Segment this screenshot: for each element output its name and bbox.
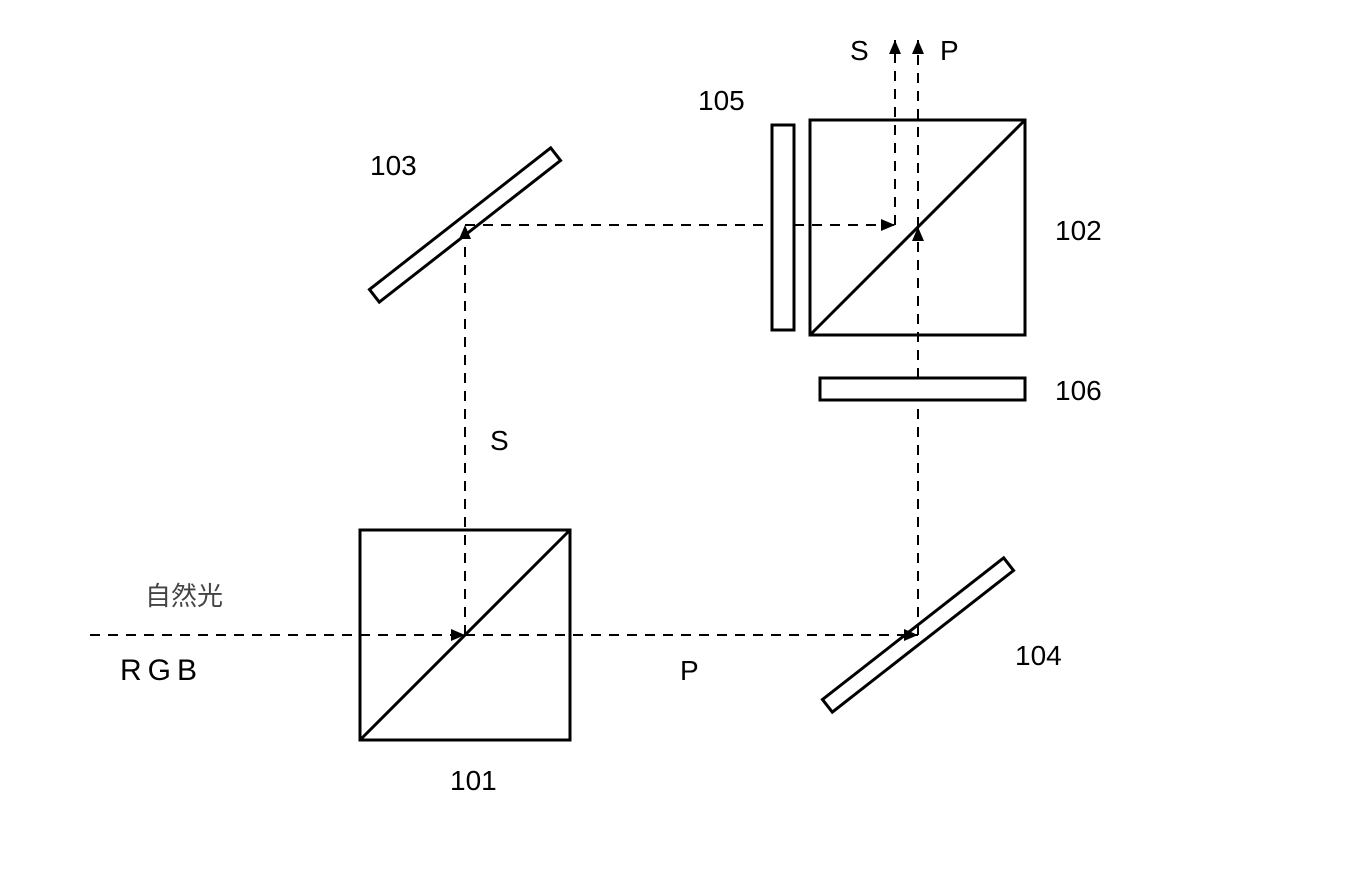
label-101: 101 — [450, 765, 497, 796]
ray-s-right-2-arrow — [881, 219, 895, 231]
label-p-out: P — [940, 35, 959, 66]
label-s-mid: S — [490, 425, 509, 456]
label-106: 106 — [1055, 375, 1102, 406]
label-104: 104 — [1015, 640, 1062, 671]
label-s-out: S — [850, 35, 869, 66]
optical-diagram: 101 102 103 104 105 106 S P S P 自然光 RGB — [0, 0, 1350, 890]
ray-s-out-arrow — [889, 40, 901, 54]
waveplate-106 — [820, 378, 1025, 400]
label-p-mid: P — [680, 655, 699, 686]
label-103: 103 — [370, 150, 417, 181]
label-natural-light: 自然光 — [145, 581, 223, 611]
ray-p-out-arrow — [912, 40, 924, 54]
waveplate-105 — [772, 125, 794, 330]
label-102: 102 — [1055, 215, 1102, 246]
label-rgb: RGB — [120, 654, 203, 687]
label-105: 105 — [698, 85, 745, 116]
